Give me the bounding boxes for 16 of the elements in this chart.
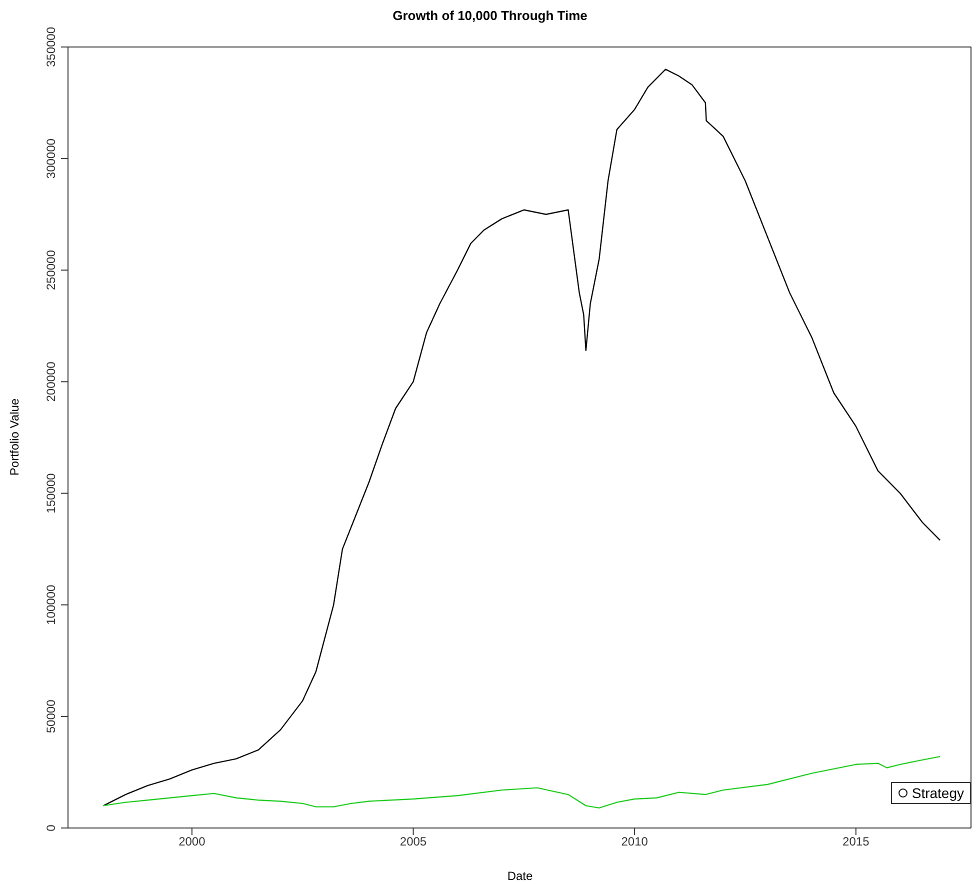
y-axis-title: Portfolio Value [8, 398, 22, 476]
y-tick-label: 250000 [44, 250, 58, 290]
y-tick-label: 200000 [44, 361, 58, 402]
x-tick-label: 2010 [621, 834, 648, 849]
y-tick-label: 100000 [44, 584, 58, 625]
x-tick-label: 2005 [400, 834, 427, 849]
legend-label: Strategy [912, 785, 964, 801]
y-tick-label: 150000 [44, 472, 58, 514]
chart-title: Growth of 10,000 Through Time [392, 8, 588, 23]
x-axis-title: Date [506, 869, 534, 883]
x-tick-label: 2000 [178, 834, 206, 849]
x-tick-label: 2015 [842, 834, 870, 849]
y-tick-label: 300000 [44, 138, 58, 179]
y-tick-label: 350000 [44, 26, 58, 68]
y-tick-label: 50000 [44, 699, 58, 734]
y-tick-label: 0 [44, 824, 58, 832]
